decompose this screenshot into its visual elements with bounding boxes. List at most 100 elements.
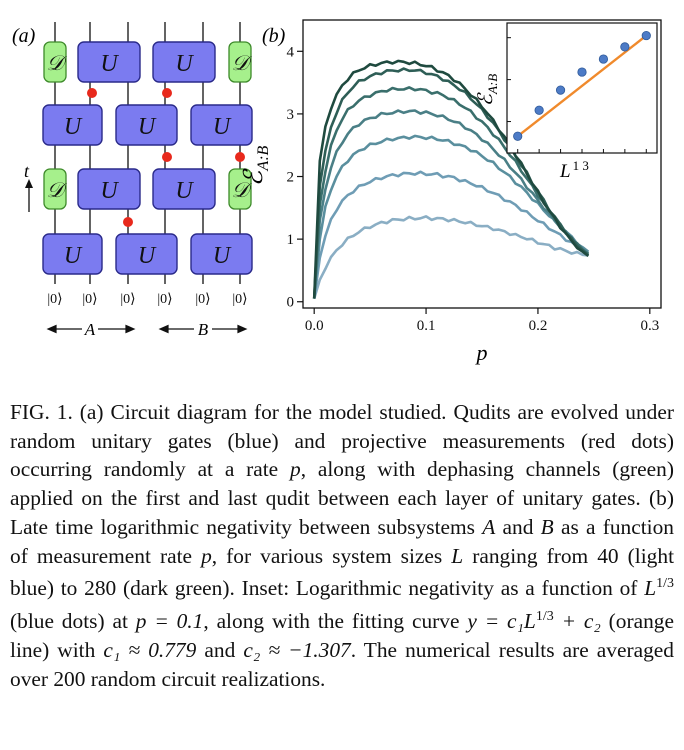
caption-text-5: , for various system sizes [211, 543, 452, 568]
x-tick-label: 0.3 [640, 318, 659, 334]
initial-states: |0⟩ |0⟩ |0⟩ |0⟩ |0⟩ |0⟩ [47, 292, 247, 307]
dephasing-label: 𝒟 [47, 51, 68, 75]
unitary-gate-box [77, 41, 141, 83]
gate-layer: 𝒟 U U 𝒟 U U U 𝒟 U U 𝒟 U U U [42, 41, 253, 275]
unitary-gate-label: U [100, 51, 119, 77]
caption-var-p-1: p [290, 457, 301, 482]
caption-math-p-value: p = 0.1 [135, 609, 204, 634]
unitary-gate: U [42, 233, 103, 275]
unitary-gate: U [152, 41, 216, 83]
caption-text-2: , along with dephasing channels (green) … [10, 457, 674, 539]
unitary-gate: U [190, 233, 253, 275]
caption-math-l-exp: 1/3 [656, 576, 674, 592]
subsystem-a-arrow [46, 324, 136, 334]
unitary-gate: U [115, 233, 178, 275]
dephasing-box [228, 168, 252, 210]
main-plot-frame [302, 19, 662, 309]
time-label: t [24, 161, 30, 181]
inset-y-label-sub: A:B [485, 74, 500, 95]
unitary-gate-label: U [138, 114, 157, 140]
dephasing-channel: 𝒟 [43, 41, 68, 83]
inset-data-point [513, 131, 523, 141]
unitary-gate-label: U [175, 178, 194, 204]
y-tick-label: 1 [287, 232, 295, 248]
measurement-dot [162, 152, 172, 162]
unitary-gate-box [115, 233, 178, 275]
main-series [312, 59, 590, 299]
unitary-gate: U [190, 104, 253, 146]
figure-caption: FIG. 1. (a) Circuit diagram for the mode… [10, 398, 674, 693]
measurement-dot [162, 88, 172, 98]
dephasing-box [228, 41, 252, 83]
y-tick-label: 3 [287, 107, 295, 123]
main-y-label-main: ℰ [239, 168, 268, 186]
unitary-gate: U [115, 104, 178, 146]
dephasing-box [43, 168, 67, 210]
panel-a-label: (a) [12, 25, 36, 47]
unitary-gate-box [77, 168, 141, 210]
panel-b-label: (b) [262, 25, 286, 47]
subsystem-b-label: B [198, 320, 209, 339]
inset-x-label-main: L [559, 161, 571, 182]
main-y-label: ℰA:B [239, 145, 272, 186]
dephasing-channel: 𝒟 [43, 168, 68, 210]
caption-var-p-2: p [201, 543, 212, 568]
time-arrow [25, 179, 33, 212]
unitary-gate-box [190, 104, 253, 146]
inset-data-point [555, 85, 566, 95]
unitary-gate-label: U [213, 243, 232, 269]
dephasing-label: 𝒟 [232, 178, 253, 202]
caption-text-7: (blue dots) at [10, 609, 136, 634]
caption-text-9: (orange line) with [10, 609, 674, 662]
figure-1: (a) 𝒟 U U 𝒟 U U U 𝒟 U U 𝒟 U U U t |0⟩ |0⟩ |0⟩ |0⟩ |0⟩ |0⟩ … [12, 19, 662, 365]
ket-zero: |0⟩ [195, 292, 210, 307]
unitary-gate: U [152, 168, 216, 210]
ket-zero: |0⟩ [120, 292, 135, 307]
series-line [312, 215, 589, 299]
y-tick-label: 0 [287, 295, 295, 311]
unitary-gate-label: U [64, 114, 83, 140]
inset-y-label: ℰA:B [475, 74, 500, 106]
unitary-gate-box [152, 41, 216, 83]
caption-text-11: . The numerical results are averaged ove… [10, 637, 674, 691]
unitary-gate-box [115, 104, 178, 146]
x-tick-label: 0.2 [529, 318, 548, 334]
caption-text-4: as a function of measurement rate [10, 514, 674, 568]
caption-var-a: A [482, 514, 496, 539]
ket-zero: |0⟩ [232, 292, 247, 307]
inset-frame [506, 22, 658, 154]
series-line [312, 134, 590, 299]
x-tick-label: 0.0 [305, 318, 324, 334]
main-y-label-sub: A:B [255, 145, 272, 171]
circuit-diagram-panel: (a) 𝒟 U U 𝒟 U U U 𝒟 U U 𝒟 U U U t |0⟩ |0⟩ |0⟩ |0⟩ |0⟩ |0⟩ … [12, 22, 253, 339]
y-tick-label: 2 [287, 170, 295, 186]
caption-math-l: L [644, 576, 657, 601]
measurement-dot [87, 88, 97, 98]
unitary-gate-box [42, 104, 103, 146]
unitary-gate: U [77, 41, 141, 83]
dephasing-channel: 𝒟 [228, 41, 253, 83]
unitary-gate: U [42, 104, 103, 146]
caption-text-10: and [196, 637, 244, 662]
unitary-gate-label: U [64, 243, 83, 269]
ket-zero: |0⟩ [47, 292, 62, 307]
main-axis-ticks: 0.0 0.1 0.2 0.3 0 1 2 3 4 [287, 44, 660, 334]
caption-math-c2: c₂ ≈ −1.307 [243, 637, 351, 662]
x-tick-label: 0.1 [417, 318, 436, 334]
inset-data-point [598, 54, 609, 64]
inset-data-point [534, 105, 544, 115]
y-tick-label: 4 [287, 44, 295, 60]
caption-text-1: FIG. 1. (a) Circuit diagram for the mode… [10, 400, 674, 482]
unitary-gate-label: U [138, 243, 157, 269]
caption-var-l: L [451, 543, 464, 568]
caption-math-c1: c₁ ≈ 0.779 [103, 637, 197, 662]
unitary-gate-box [190, 233, 253, 275]
svg-text:ℰA:B: ℰA:B [239, 145, 272, 186]
unitary-gate: U [77, 168, 141, 210]
svg-text:ℰA:B: ℰA:B [475, 74, 500, 106]
dephasing-label: 𝒟 [232, 51, 253, 75]
caption-var-b: B [540, 514, 554, 539]
caption-math-fit-tail: + c₂ [553, 609, 601, 634]
